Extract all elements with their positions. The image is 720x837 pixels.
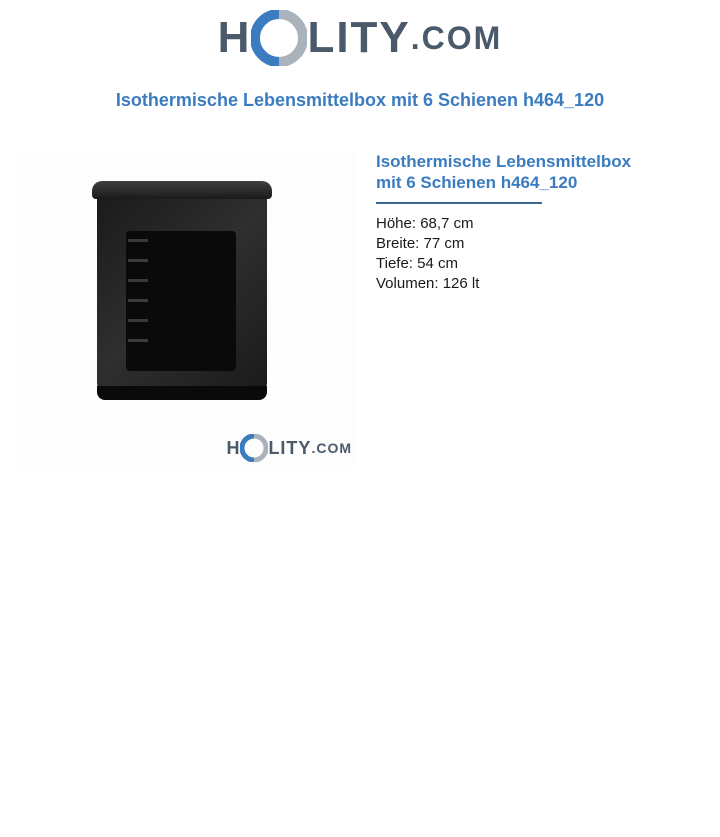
logo-text-lity: LITY <box>307 13 410 63</box>
watermark-text-h: H <box>226 438 240 459</box>
box-rail <box>128 299 148 302</box>
spec-width: Breite: 77 cm <box>376 234 656 254</box>
box-lid <box>92 181 272 199</box>
product-info: Isothermische Lebensmittelbox mit 6 Schi… <box>376 151 656 466</box>
brand-logo: H LITY .COM <box>218 10 503 66</box>
title-divider <box>376 202 542 204</box>
product-box-illustration <box>92 181 272 401</box>
logo-circle-icon <box>251 10 307 66</box>
box-rail <box>128 259 148 262</box>
box-base <box>97 386 267 400</box>
header-logo-area: H LITY .COM <box>0 0 720 66</box>
box-rail <box>128 319 148 322</box>
page-title: Isothermische Lebensmittelbox mit 6 Schi… <box>0 90 720 111</box>
product-image: H LITY .COM <box>16 151 356 466</box>
box-rail <box>128 279 148 282</box>
spec-height: Höhe: 68,7 cm <box>376 214 656 234</box>
box-rail <box>128 239 148 242</box>
watermark-circle-icon <box>240 434 268 462</box>
spec-depth: Tiefe: 54 cm <box>376 254 656 274</box>
product-title: Isothermische Lebensmittelbox mit 6 Schi… <box>376 151 656 194</box>
watermark-text-domain: .COM <box>311 440 352 456</box>
logo-text-domain: .COM <box>411 20 503 57</box>
logo-text-h: H <box>218 13 252 63</box>
watermark-text-lity: LITY <box>268 438 311 459</box>
box-rail <box>128 339 148 342</box>
spec-volume: Volumen: 126 lt <box>376 274 656 294</box>
watermark-logo: H LITY .COM <box>226 434 352 462</box>
main-content: H LITY .COM Isothermische Lebensmittelbo… <box>0 151 720 466</box>
